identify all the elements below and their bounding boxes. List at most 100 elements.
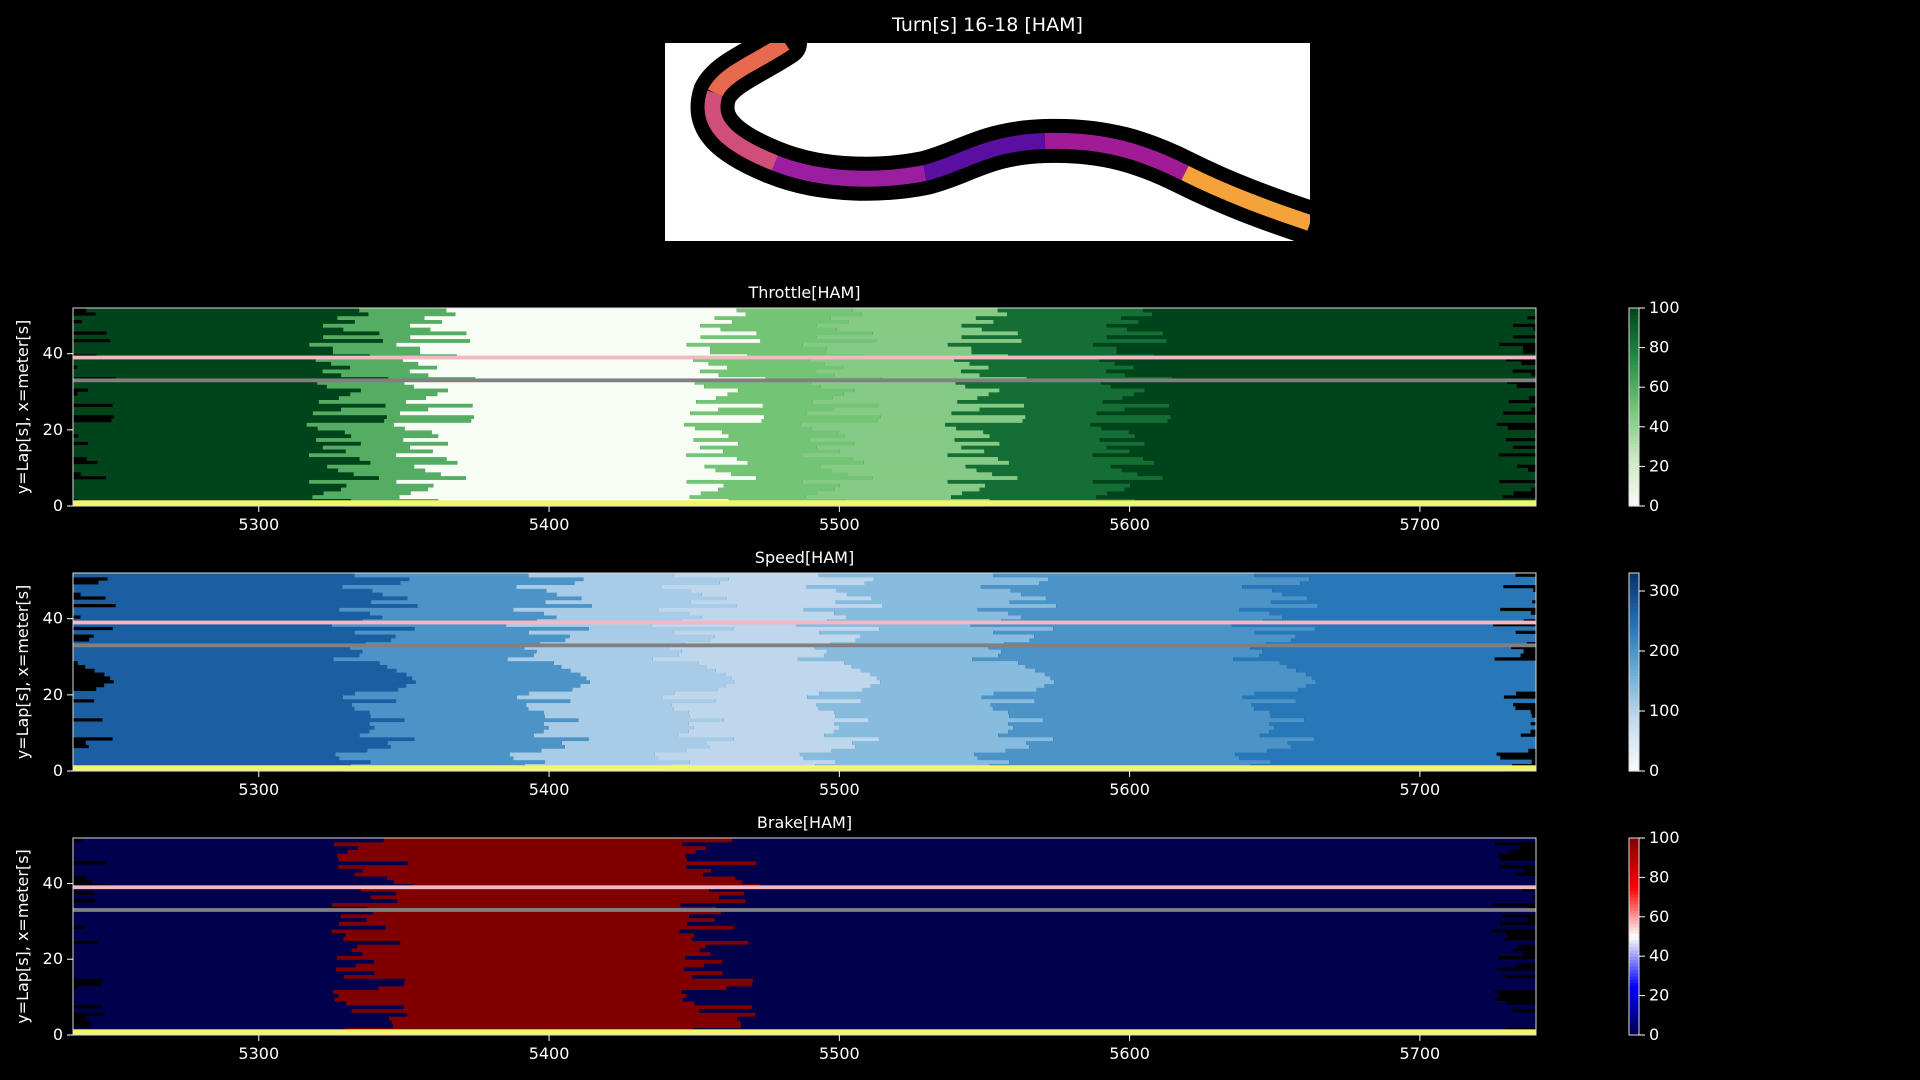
heat-cell <box>553 660 699 665</box>
colorbar-cell <box>1629 880 1639 885</box>
heat-cell <box>873 576 1049 582</box>
colorbar-cell <box>1629 734 1639 739</box>
heat-cell <box>1008 460 1155 465</box>
heat-cell <box>1259 732 1521 738</box>
x-tick-label: 5400 <box>529 780 570 799</box>
heat-cell <box>1290 637 1536 643</box>
heat-cell <box>372 588 547 593</box>
heat-cell <box>1315 679 1536 685</box>
heat-cell <box>699 368 817 374</box>
heat-cell <box>73 691 355 696</box>
heat-cell <box>331 361 419 366</box>
heat-cell <box>80 592 383 597</box>
heat-cell <box>1056 603 1318 608</box>
heat-cell <box>992 573 1255 578</box>
heat-cell <box>322 368 410 374</box>
heat-cell <box>73 959 374 964</box>
heat-cell <box>73 894 371 900</box>
colorbar-cell <box>1629 956 1639 961</box>
heat-cell <box>980 584 1243 589</box>
heat-cell <box>112 736 415 742</box>
colorbar-cell <box>1629 629 1639 633</box>
heat-cell <box>357 944 706 949</box>
colorbar-cell <box>1629 754 1639 759</box>
heat-cell <box>1029 637 1291 643</box>
heat-cell <box>819 630 994 635</box>
x-tick-label: 5400 <box>529 1044 570 1063</box>
heat-cell <box>374 725 549 730</box>
heat-cell <box>430 327 721 332</box>
heat-cell <box>1267 748 1529 753</box>
heat-cell <box>998 652 1260 658</box>
lap-row-grey <box>73 378 1536 383</box>
heat-cell <box>572 687 718 692</box>
colorbar-cell <box>1629 341 1639 345</box>
colorbar-cell <box>1629 949 1639 954</box>
heat-cell <box>88 744 391 749</box>
heat-cell <box>722 429 839 435</box>
colorbar-cell <box>1629 939 1639 944</box>
heat-cell <box>806 410 952 416</box>
heat-cell <box>73 721 370 726</box>
colorbar-cell <box>1629 714 1639 719</box>
colorbar-cell <box>1629 486 1639 491</box>
heat-cell <box>699 1008 1513 1013</box>
heat-cell <box>1233 656 1495 662</box>
colorbar-cell <box>1629 466 1639 471</box>
heat-cell <box>1110 464 1518 469</box>
heat-cell <box>340 913 690 919</box>
heat-cell <box>1008 721 1270 726</box>
heat-cell <box>710 951 1524 957</box>
heat-cell <box>686 856 1500 862</box>
colorbar-cell <box>1629 625 1639 630</box>
colorbar-cell <box>1629 857 1639 862</box>
heat-cell <box>1143 456 1536 461</box>
heat-cell <box>695 426 812 431</box>
heat-cell <box>1121 315 1528 321</box>
heat-cell <box>951 410 1097 416</box>
heat-cell <box>990 702 1252 707</box>
heat-cell <box>406 683 581 688</box>
heat-cell <box>113 414 387 420</box>
heat-cell <box>1124 486 1532 492</box>
heat-cell <box>333 656 508 662</box>
heat-cell <box>354 573 529 578</box>
heat-cell <box>322 323 410 328</box>
heat-cell <box>316 437 404 442</box>
heat-cell <box>516 694 663 700</box>
colorbar-cell <box>1629 589 1639 594</box>
heat-cell <box>327 464 415 469</box>
x-tick-label: 5700 <box>1400 515 1441 534</box>
heat-cell <box>465 475 757 480</box>
heat-cell <box>392 1019 741 1025</box>
heat-cell <box>654 751 800 757</box>
colorbar-cell <box>1629 599 1639 604</box>
heat-cell <box>370 759 545 764</box>
heat-cell <box>700 445 817 450</box>
heat-cell <box>339 607 514 612</box>
colorbar-cell <box>1629 1031 1639 1036</box>
heat-cell <box>961 445 1107 450</box>
heat-cell <box>965 384 1111 389</box>
colorbar-cell <box>1629 615 1639 620</box>
heat-cell <box>834 407 980 412</box>
heat-cell <box>369 721 544 726</box>
colorbar-cell <box>1629 751 1639 756</box>
heat-cell <box>393 879 743 885</box>
heat-cell <box>583 576 729 582</box>
heat-cell <box>414 464 705 469</box>
heat-cell <box>1106 445 1513 450</box>
colorbar-cell <box>1629 1005 1639 1010</box>
heat-cell <box>455 311 746 317</box>
heat-cell <box>73 368 323 374</box>
heat-cell <box>73 479 310 484</box>
heat-cell <box>471 418 762 423</box>
heat-cell <box>834 721 1009 726</box>
track-line-segment <box>922 133 1046 181</box>
colorbar-cell <box>1629 966 1639 970</box>
heat-cell <box>341 407 429 412</box>
colorbar-cell <box>1629 903 1639 908</box>
heat-cell <box>89 637 392 643</box>
heat-cell <box>863 460 1009 465</box>
heat-cell <box>1296 668 1536 673</box>
